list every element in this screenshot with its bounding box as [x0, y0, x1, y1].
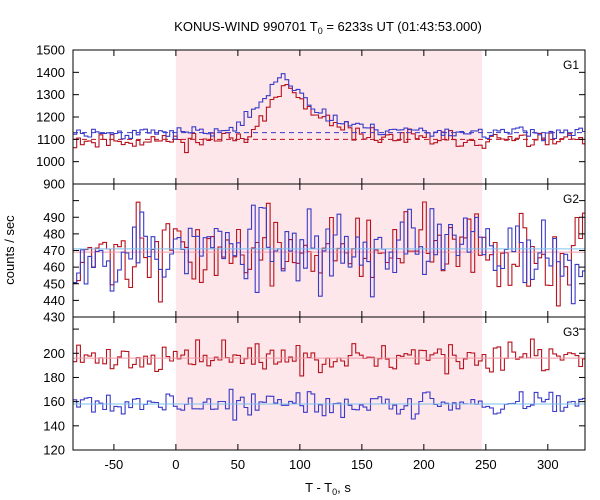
y-tick-label: 180 [43, 370, 65, 385]
y-tick-label: 160 [43, 394, 65, 409]
y-tick-label: 140 [43, 418, 65, 433]
x-tick-label: 250 [475, 457, 497, 472]
y-tick-label: 1200 [36, 110, 65, 125]
title-subscript: 0 [318, 26, 323, 36]
panel-label-g1: G1 [563, 58, 579, 72]
series-line-g1-red [73, 84, 585, 154]
y-tick-label: 120 [43, 443, 65, 458]
y-tick-label: 450 [43, 276, 65, 291]
y-tick-label: 440 [43, 293, 65, 308]
series-line-g3-red [73, 338, 585, 377]
x-axis-label: T - T0, s [305, 480, 351, 497]
y-tick-label: 1400 [36, 65, 65, 80]
series-line-g2-blue [73, 204, 585, 305]
shaded-interval-g1 [175, 50, 483, 184]
y-tick-label: 480 [43, 226, 65, 241]
y-tick-label: 430 [43, 310, 65, 325]
plot-area: 900100011001200130014001500G143044045046… [36, 43, 586, 472]
y-tick-label: 900 [43, 177, 65, 192]
x-tick-label: 100 [289, 457, 311, 472]
y-tick-label: 470 [43, 243, 65, 258]
x-tick-label: 0 [172, 457, 179, 472]
x-tick-label: 150 [351, 457, 373, 472]
series-line-g3-blue [73, 388, 585, 421]
y-tick-label: 1000 [36, 154, 65, 169]
x-tick-label: -50 [105, 457, 124, 472]
series-line-g1-blue [73, 73, 585, 142]
shaded-interval-g2 [175, 184, 483, 317]
y-tick-label: 490 [43, 210, 65, 225]
xlabel-subscript: 0 [332, 487, 337, 497]
y-tick-label: 460 [43, 260, 65, 275]
chart-title: KONUS-WIND 990701 T0 = 6233s UT (01:43:5… [174, 19, 482, 36]
x-tick-label: 200 [413, 457, 435, 472]
panel-label-g2: G2 [563, 192, 579, 206]
xlabel-prefix: T - T [305, 480, 332, 495]
y-axis-label: counts / sec [2, 215, 17, 285]
shaded-interval-g3 [175, 317, 483, 450]
title-prefix: KONUS-WIND 990701 T [174, 19, 318, 34]
x-tick-label: 300 [537, 457, 559, 472]
title-suffix: = 6233s UT (01:43:53.000) [323, 19, 482, 34]
xlabel-suffix: , s [337, 480, 351, 495]
y-tick-label: 1100 [37, 132, 65, 147]
panel-label-g3: G3 [563, 325, 579, 339]
y-tick-label: 200 [43, 346, 65, 361]
y-tick-label: 1500 [36, 43, 65, 58]
x-tick-label: 50 [231, 457, 245, 472]
y-tick-label: 1300 [36, 87, 65, 102]
panel-frame-g3 [72, 316, 586, 451]
